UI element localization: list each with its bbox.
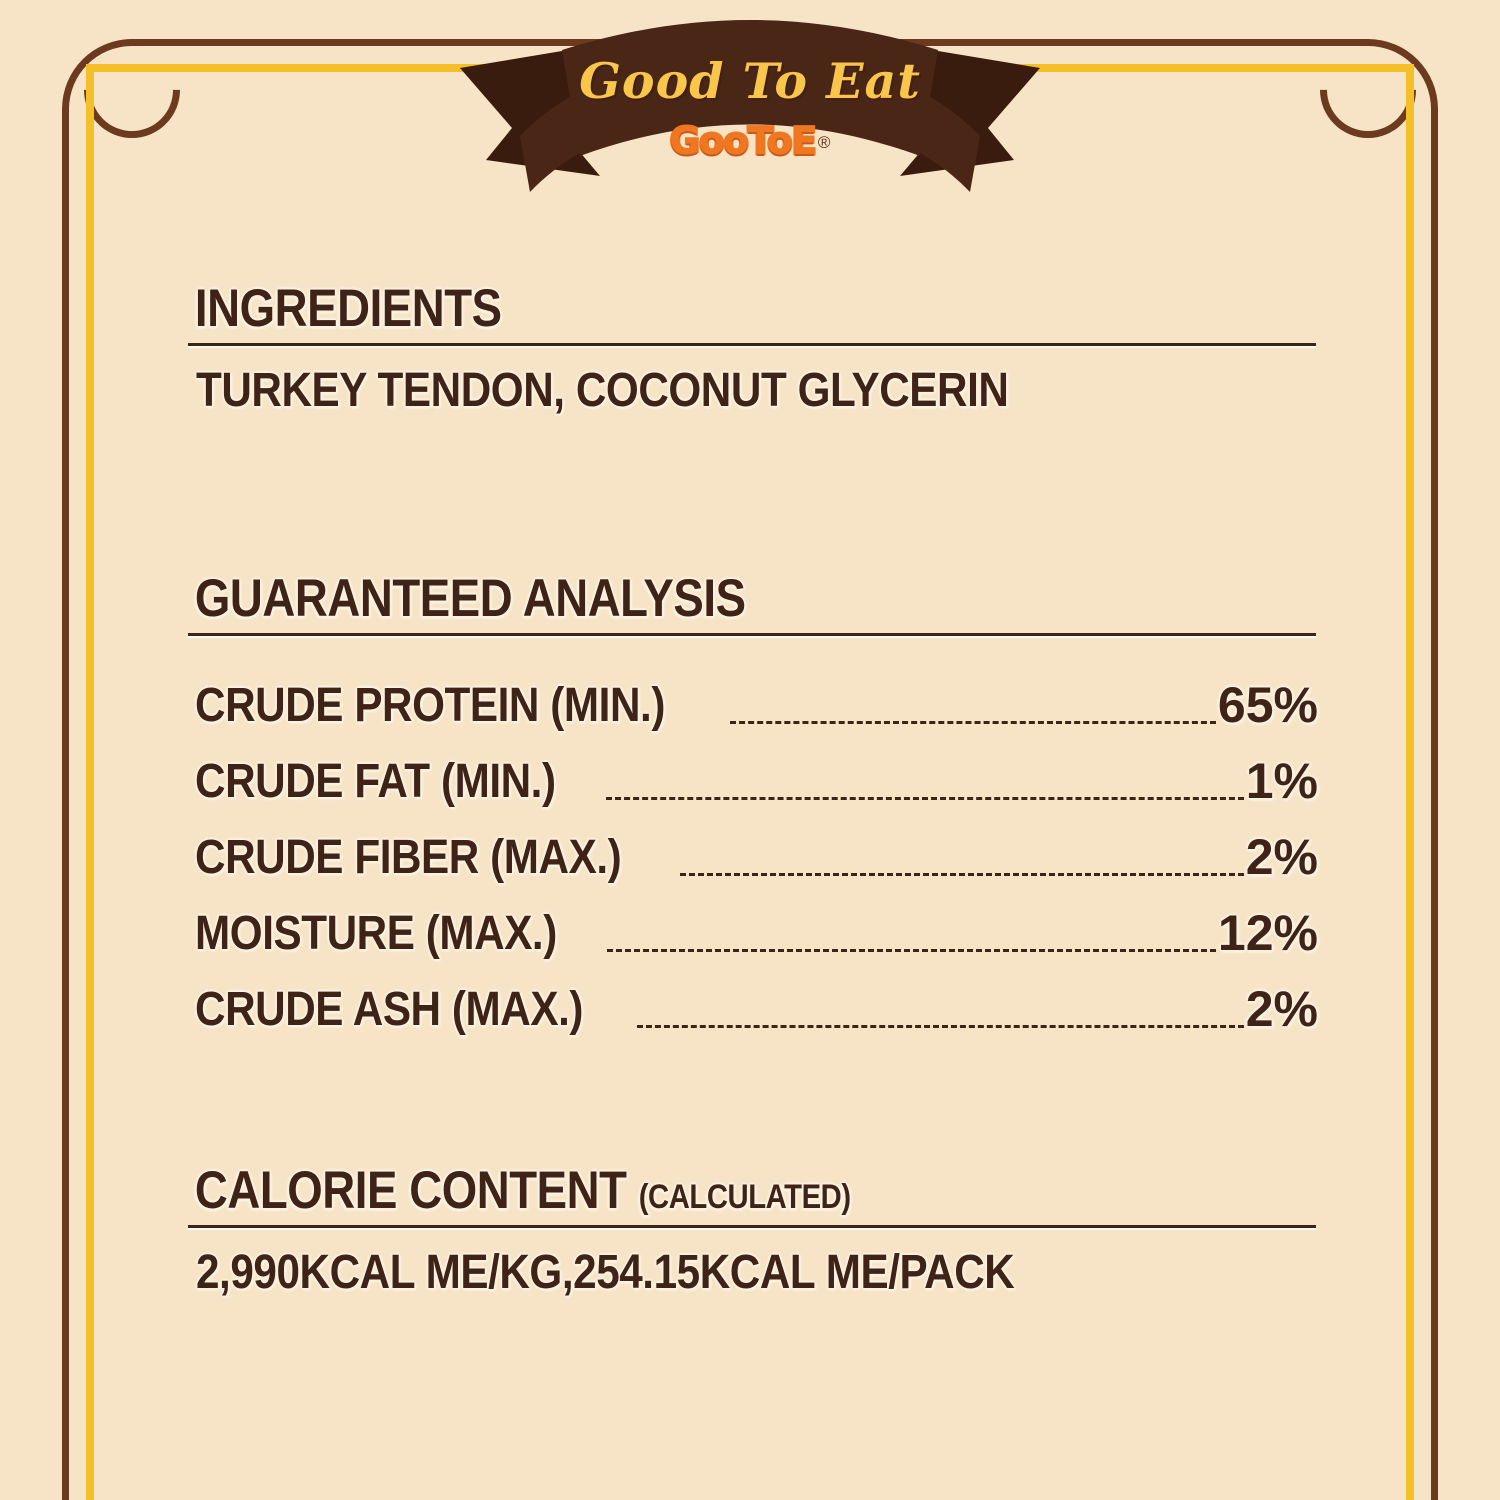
calorie-content-divider — [188, 1225, 1316, 1231]
analysis-row-label: CRUDE ASH (MAX.) — [195, 983, 584, 1037]
leader-dots — [607, 949, 1216, 953]
analysis-row: CRUDE PROTEIN (MIN.) 65% — [188, 654, 1318, 730]
analysis-row-value: 2% — [1245, 981, 1318, 1038]
border-corner-curl-left — [64, 22, 200, 158]
guaranteed-analysis-divider — [188, 633, 1316, 639]
guaranteed-analysis-heading: GUARANTEED ANALYSIS — [194, 568, 746, 628]
brand-logo-text: GooToE — [668, 119, 818, 165]
spacer — [188, 420, 1318, 570]
brand-banner: Good To Eat GooToE ® — [450, 10, 1050, 210]
ingredients-divider — [188, 343, 1316, 349]
leader-dots — [729, 721, 1216, 725]
calorie-content-heading-main: CALORIE CONTENT — [194, 1161, 627, 1221]
calorie-content-section: CALORIE CONTENT (CALCULATED) 2,990KCAL M… — [188, 1162, 1318, 1302]
label-content: INGREDIENTS TURKEY TENDON, COCONUT GLYCE… — [188, 280, 1318, 1302]
analysis-row: CRUDE ASH (MAX.) 2% — [188, 958, 1318, 1034]
analysis-row-label: CRUDE PROTEIN (MIN.) — [195, 679, 665, 733]
ingredients-heading: INGREDIENTS — [194, 279, 502, 338]
analysis-row-value: 1% — [1245, 753, 1318, 810]
analysis-row: CRUDE FIBER (MAX.) 2% — [188, 806, 1318, 882]
ingredients-text: TURKEY TENDON, COCONUT GLYCERIN — [196, 364, 1009, 418]
ingredients-section: INGREDIENTS TURKEY TENDON, COCONUT GLYCE… — [188, 280, 1318, 420]
leader-dots — [605, 797, 1244, 801]
analysis-row-value: 12% — [1217, 905, 1318, 962]
calorie-content-heading: CALORIE CONTENT (CALCULATED) — [188, 1162, 1160, 1221]
calorie-content-text: 2,990KCAL ME/KG,254.15KCAL ME/PACK — [196, 1246, 1015, 1300]
leader-dots — [636, 1025, 1244, 1029]
guaranteed-analysis-section: GUARANTEED ANALYSIS CRUDE PROTEIN (MIN.)… — [188, 570, 1318, 1034]
analysis-rows: CRUDE PROTEIN (MIN.) 65% CRUDE FAT (MIN.… — [188, 654, 1318, 1034]
border-corner-curl-right — [1300, 22, 1436, 158]
analysis-row-label: CRUDE FAT (MIN.) — [195, 755, 556, 809]
analysis-row-label: CRUDE FIBER (MAX.) — [195, 831, 622, 885]
analysis-row-value: 65% — [1217, 677, 1318, 734]
banner-title: Good To Eat — [579, 52, 921, 110]
ribbon-shape — [460, 20, 1040, 192]
analysis-row-value: 2% — [1245, 829, 1318, 886]
brand-logo: GooToE ® — [450, 119, 1050, 165]
spacer — [188, 1034, 1318, 1162]
analysis-row: MOISTURE (MAX.) 12% — [188, 882, 1318, 958]
analysis-row-label: MOISTURE (MAX.) — [195, 907, 557, 961]
calorie-content-heading-sub: (CALCULATED) — [638, 1178, 851, 1217]
leader-dots — [680, 873, 1244, 877]
analysis-row: CRUDE FAT (MIN.) 1% — [188, 730, 1318, 806]
registered-trademark-icon: ® — [817, 132, 831, 152]
